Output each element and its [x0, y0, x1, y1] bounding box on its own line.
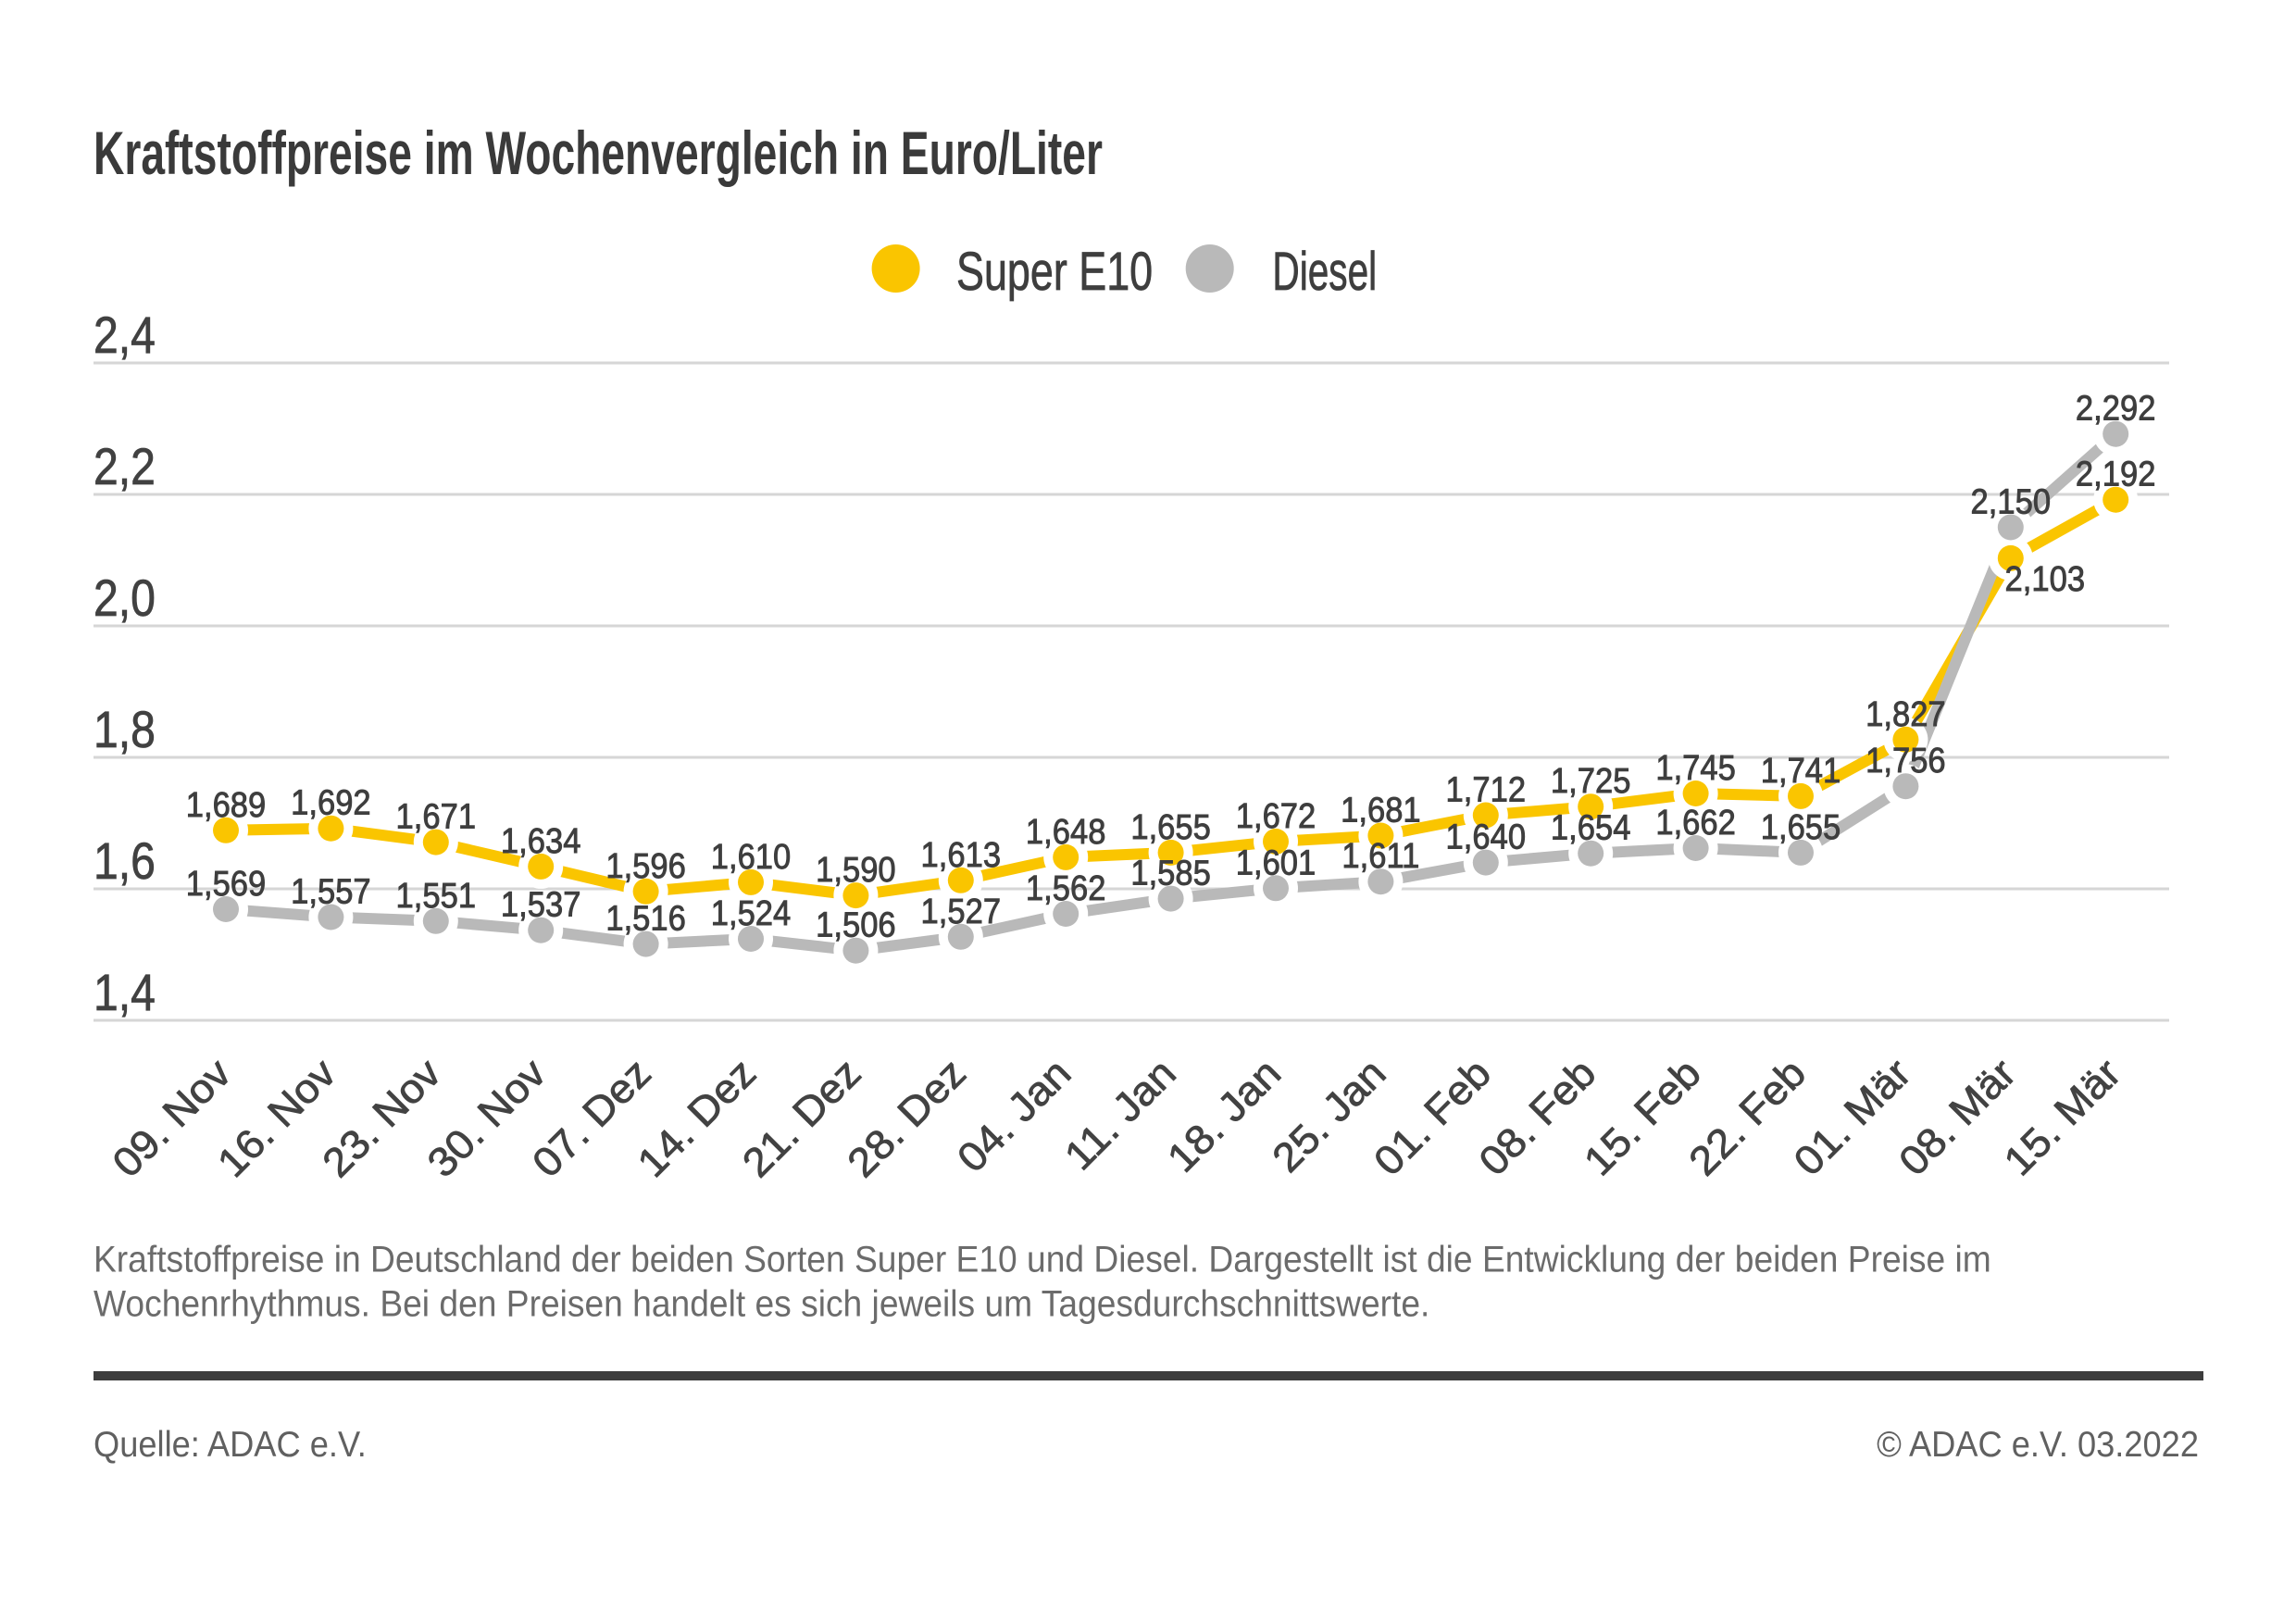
- svg-text:1,516: 1,516: [605, 898, 686, 938]
- svg-text:1,827: 1,827: [1866, 693, 1946, 733]
- svg-text:1,671: 1,671: [396, 796, 477, 836]
- svg-text:2,2: 2,2: [94, 439, 156, 496]
- svg-text:1,601: 1,601: [1236, 843, 1316, 882]
- svg-text:1,557: 1,557: [291, 871, 371, 911]
- svg-text:1,551: 1,551: [396, 875, 477, 915]
- svg-text:1,4: 1,4: [94, 965, 156, 1022]
- svg-text:Diesel: Diesel: [1272, 242, 1377, 302]
- svg-text:1,648: 1,648: [1026, 811, 1106, 851]
- svg-text:2,0: 2,0: [94, 570, 156, 628]
- svg-text:1,712: 1,712: [1446, 769, 1527, 809]
- svg-text:1,8: 1,8: [94, 702, 156, 759]
- svg-text:1,562: 1,562: [1026, 868, 1106, 907]
- svg-text:2,192: 2,192: [2076, 454, 2156, 493]
- svg-text:1,692: 1,692: [291, 782, 371, 822]
- svg-text:1,725: 1,725: [1551, 761, 1631, 801]
- svg-text:1,655: 1,655: [1761, 806, 1841, 846]
- svg-text:1,596: 1,596: [605, 845, 686, 885]
- svg-text:1,672: 1,672: [1236, 795, 1316, 835]
- svg-text:1,655: 1,655: [1130, 806, 1211, 846]
- svg-text:1,585: 1,585: [1130, 853, 1211, 893]
- svg-text:1,524: 1,524: [711, 893, 792, 932]
- svg-text:Kraftstoffpreise in Deutschlan: Kraftstoffpreise in Deutschland der beid…: [94, 1239, 1991, 1280]
- svg-text:1,613: 1,613: [921, 834, 1002, 874]
- svg-text:1,611: 1,611: [1341, 836, 1419, 876]
- svg-text:1,640: 1,640: [1446, 817, 1527, 856]
- svg-text:2,150: 2,150: [1971, 481, 2052, 521]
- svg-text:1,590: 1,590: [816, 850, 896, 890]
- svg-text:Wochenrhythmus. Bei den Preise: Wochenrhythmus. Bei den Preisen handelt …: [94, 1283, 1429, 1325]
- svg-text:1,610: 1,610: [711, 836, 792, 876]
- svg-text:1,756: 1,756: [1866, 741, 1946, 781]
- svg-text:Quelle: ADAC e.V.: Quelle: ADAC e.V.: [94, 1424, 367, 1464]
- svg-text:Super E10: Super E10: [956, 241, 1153, 301]
- svg-text:1,741: 1,741: [1761, 750, 1841, 790]
- svg-text:1,6: 1,6: [94, 833, 156, 891]
- svg-text:1,506: 1,506: [816, 905, 896, 944]
- svg-text:1,681: 1,681: [1341, 790, 1421, 830]
- svg-text:2,292: 2,292: [2076, 388, 2156, 428]
- svg-text:1,527: 1,527: [921, 891, 1002, 930]
- svg-text:1,569: 1,569: [186, 863, 267, 903]
- svg-text:2,4: 2,4: [94, 307, 156, 365]
- svg-text:© ADAC e.V. 03.2022: © ADAC e.V. 03.2022: [1877, 1424, 2199, 1464]
- svg-text:1,537: 1,537: [501, 884, 581, 924]
- svg-text:1,745: 1,745: [1655, 747, 1736, 787]
- svg-text:1,689: 1,689: [186, 784, 267, 824]
- svg-text:1,634: 1,634: [501, 820, 581, 860]
- svg-text:1,654: 1,654: [1551, 807, 1631, 847]
- svg-text:1,662: 1,662: [1655, 802, 1736, 842]
- svg-text:2,103: 2,103: [2005, 558, 2086, 598]
- svg-text:Kraftstoffpreise im Wochenverg: Kraftstoffpreise im Wochenvergleich in E…: [94, 119, 1103, 188]
